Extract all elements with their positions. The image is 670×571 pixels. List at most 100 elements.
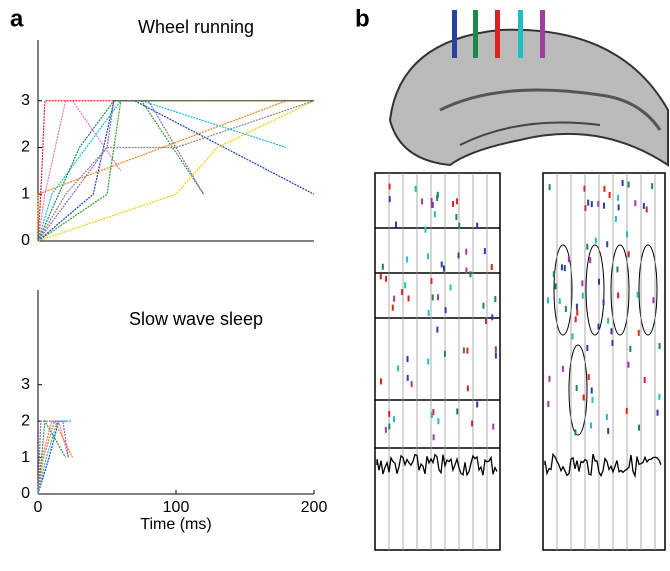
spike — [393, 296, 395, 302]
spike — [392, 305, 394, 311]
spike — [465, 249, 467, 255]
spike — [434, 211, 436, 217]
spike — [437, 294, 439, 300]
spike — [407, 375, 409, 381]
spike — [590, 422, 592, 428]
spike — [638, 425, 640, 431]
spike — [646, 206, 648, 212]
spike — [431, 412, 433, 418]
spike — [427, 253, 429, 259]
spike — [575, 316, 577, 322]
spike — [628, 251, 630, 257]
spike — [587, 200, 589, 206]
spike — [598, 279, 600, 285]
x-tick-label: 200 — [301, 499, 328, 516]
spike — [591, 201, 593, 207]
spike — [388, 423, 390, 429]
spike — [491, 264, 493, 270]
spike — [616, 266, 618, 272]
spike — [583, 394, 585, 400]
spike — [603, 186, 605, 192]
y-tick-label: 1 — [21, 185, 30, 202]
spike — [652, 297, 654, 303]
spike — [406, 256, 408, 262]
spike — [407, 356, 409, 362]
series-line — [38, 101, 314, 241]
spike — [433, 434, 435, 440]
spike — [476, 401, 478, 407]
spike — [430, 278, 432, 284]
spike — [494, 296, 496, 302]
spike — [637, 292, 639, 298]
spike — [586, 345, 588, 351]
spike — [588, 374, 590, 380]
spike — [597, 201, 599, 207]
spike — [657, 410, 659, 416]
y-tick-label: 1 — [21, 449, 30, 466]
y-tick-label: 3 — [21, 92, 30, 109]
spike — [456, 408, 458, 414]
spike — [436, 327, 438, 333]
spike — [562, 366, 564, 372]
spike — [428, 310, 430, 316]
spike — [385, 427, 387, 433]
lfp-trace — [377, 455, 497, 476]
spike — [651, 183, 653, 189]
spike — [441, 261, 443, 267]
y-tick-label: 0 — [21, 232, 30, 249]
figure: a b Wheel running0123Slow wave sleep0123… — [0, 0, 670, 571]
spike — [382, 264, 384, 270]
panel-label: a — [10, 5, 24, 32]
spike — [455, 214, 457, 220]
spike — [606, 241, 608, 247]
spike — [576, 304, 578, 310]
spike — [582, 293, 584, 299]
spike — [610, 328, 612, 334]
spike — [436, 195, 438, 201]
spike — [431, 198, 433, 204]
spike — [465, 268, 467, 274]
spike — [485, 318, 487, 324]
spike — [395, 222, 397, 228]
spike — [618, 204, 620, 210]
spike — [549, 184, 551, 190]
spike — [427, 358, 429, 364]
spike — [564, 265, 566, 271]
spike — [437, 418, 439, 424]
spike — [598, 324, 600, 330]
spike — [484, 248, 486, 254]
spike — [626, 408, 628, 414]
spike — [606, 414, 608, 420]
spike — [458, 252, 460, 258]
spike — [380, 273, 382, 279]
spike — [404, 282, 406, 288]
spike — [397, 365, 399, 371]
spike — [555, 283, 557, 289]
spike — [388, 411, 390, 417]
spike — [471, 420, 473, 426]
spike — [444, 351, 446, 357]
spike — [445, 307, 447, 313]
spike — [463, 347, 465, 353]
series-line — [38, 101, 286, 241]
series-line — [38, 421, 68, 494]
spike — [411, 381, 413, 387]
spike — [482, 303, 484, 309]
chart-title: Wheel running — [138, 17, 254, 37]
spike — [443, 266, 445, 272]
spike — [389, 184, 391, 190]
spike — [629, 346, 631, 352]
spike — [607, 428, 609, 434]
y-tick-label: 2 — [21, 412, 30, 429]
spike — [574, 429, 576, 435]
spike — [617, 195, 619, 201]
spike — [389, 196, 391, 202]
spike — [617, 292, 619, 298]
spike — [643, 203, 645, 209]
spike — [644, 377, 646, 383]
x-tick-label: 0 — [34, 499, 43, 516]
spike — [401, 289, 403, 295]
y-tick-label: 2 — [21, 139, 30, 156]
chart-title: Slow wave sleep — [129, 309, 263, 329]
spike — [415, 186, 417, 192]
